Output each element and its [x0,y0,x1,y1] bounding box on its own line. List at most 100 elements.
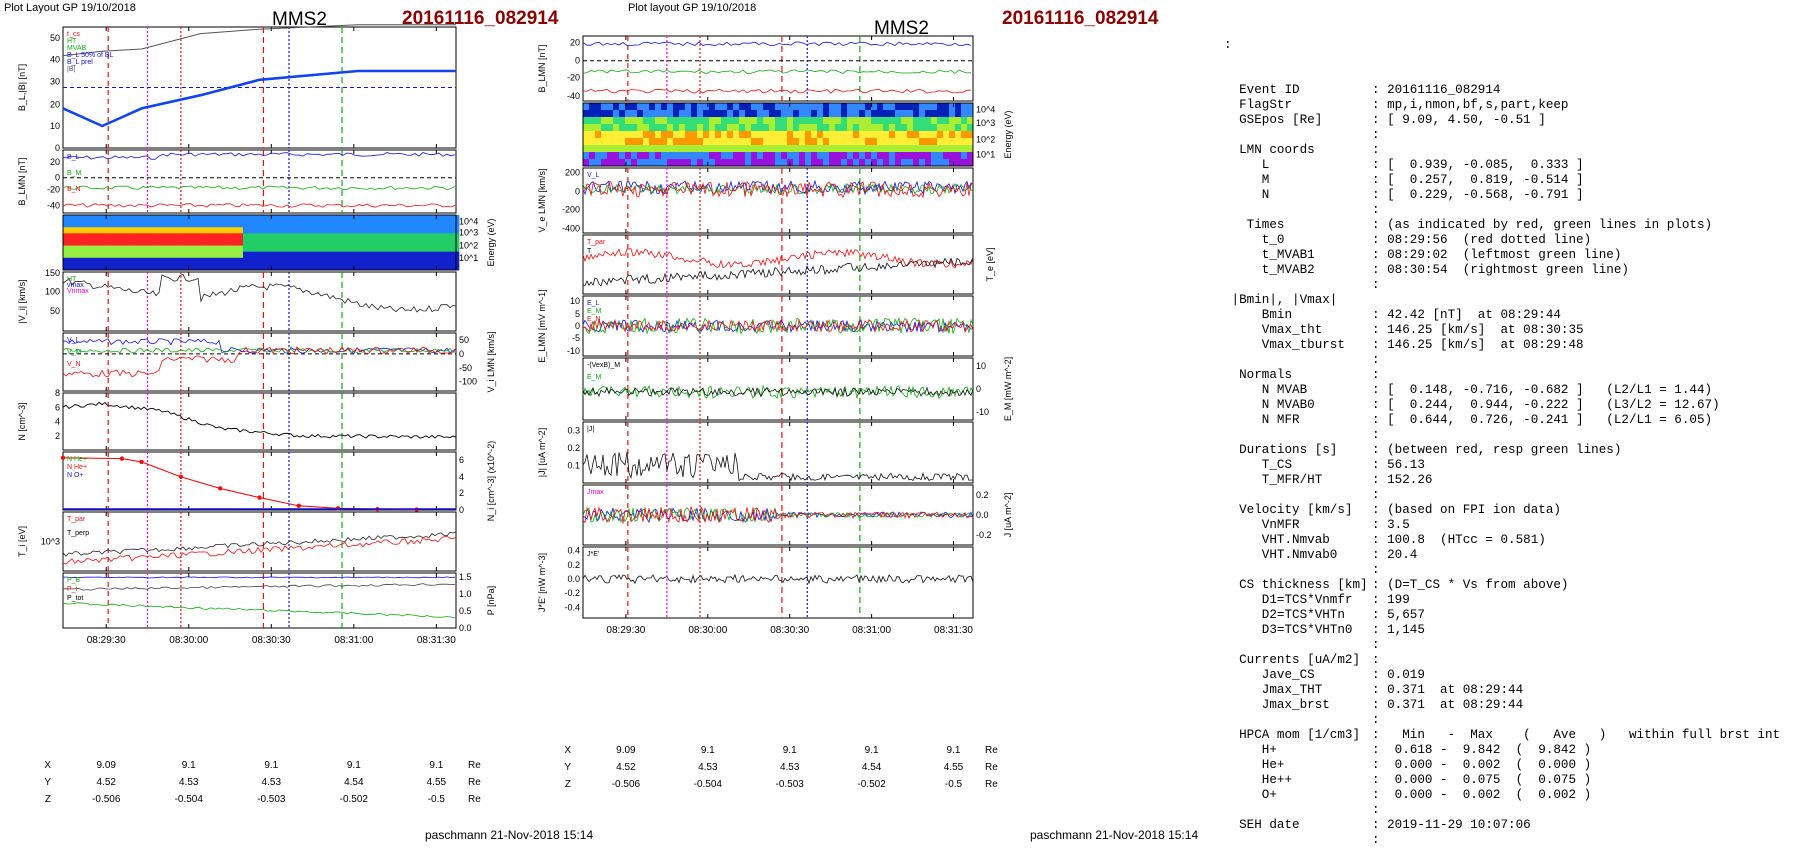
spectrogram-cell [309,227,316,234]
spectrogram-cell [835,145,842,153]
spectrogram-cell [739,138,746,146]
spectrogram-cell [949,124,956,132]
spectrogram-cell [769,138,776,146]
spectrogram-cell [381,227,388,234]
spectrogram-cell [859,110,866,118]
spectrogram-cell [823,124,830,132]
spectrogram-cell [895,159,902,167]
spectrogram-cell [333,257,340,265]
spectrogram-cell [883,131,890,139]
spectrogram-cell [835,152,842,160]
info-row: L: [ 0.939, -0.085, 0.333 ] [1224,158,1799,173]
spectrogram-cell [351,221,358,228]
spectrogram-cell [189,251,196,259]
spectrogram-cell [267,257,274,265]
spectrogram-cell [637,138,644,146]
coord-row-label: Z [45,794,51,805]
spectrogram-cell [853,138,860,146]
spectrogram-cell [631,152,638,160]
spectrogram-cell [213,215,220,222]
spectrogram-cell [261,257,268,265]
spectrogram-cell [961,110,968,118]
spectrogram-cell [673,103,680,111]
spectrogram-cell [679,103,686,111]
spectrogram-cell [105,251,112,259]
spectrogram-cell [775,138,782,146]
spectrogram-cell [255,221,262,228]
spectrogram-cell [613,124,620,132]
spectrogram-cell [423,227,430,234]
spectrogram-cell [895,103,902,111]
spectrogram-cell [435,221,442,228]
info-row: : [1224,428,1799,443]
spectrogram-cell [931,152,938,160]
spectrogram-cell [583,110,590,118]
spectrogram-cell [291,221,298,228]
spectrogram-cell [63,257,70,265]
spectrogram-cell [69,239,76,247]
spectrogram-cell [309,257,316,265]
spectrogram-cell [937,117,944,125]
info-key: T_CS [1224,458,1293,472]
spectrogram-cell [129,221,136,228]
spectrogram-cell [739,145,746,153]
spectrogram-cell [799,124,806,132]
spectrogram-cell [931,117,938,125]
info-value: : (based on FPI ion data) [1372,503,1561,517]
spectrogram-cell [99,233,106,240]
spectrogram-cell [417,257,424,265]
y-tick-label: 0.2 [976,490,989,500]
spectrogram-cell [177,239,184,247]
info-row: He++: 0.000 - 0.075 ( 0.075 ) [1224,773,1799,788]
spectrogram-cell [69,221,76,228]
coord-row-label: X [44,760,51,771]
spectrogram-cell [613,152,620,160]
spectrogram-cell [291,215,298,222]
spectrogram-cell [183,227,190,234]
spectrogram-cell [387,239,394,247]
spectrogram-cell [655,124,662,132]
info-value: : [ 9.09, 4.50, -0.51 ] [1372,113,1546,127]
spectrogram-cell [147,227,154,234]
spectrogram-cell [267,221,274,228]
spectrogram-cell [201,233,208,240]
info-row: Vmax_tburst: 146.25 [km/s] at 08:29:48 [1224,338,1799,353]
spectrogram-cell [387,245,394,253]
spectrogram-cell [159,251,166,259]
coord-value: -0.504 [694,779,723,790]
spectrogram-cell [123,245,130,253]
spectrogram-cell [943,117,950,125]
coord-value: 9.09 [96,760,116,771]
spectrogram-cell [661,124,668,132]
info-value: : [1372,368,1380,382]
spectrogram-cell [949,110,956,118]
spectrogram-cell [117,215,124,222]
spectrogram-cell [883,110,890,118]
info-key: Bmin [1224,308,1293,322]
info-lead: : [1224,38,1232,52]
spectrogram-cell [949,145,956,153]
spectrogram-cell [661,145,668,153]
info-value: : 0.000 - 0.075 ( 0.075 ) [1372,773,1592,787]
spectrogram-cell [447,239,454,247]
spectrogram-cell [387,263,394,271]
info-value: : [1372,203,1380,217]
spectrogram-cell [865,145,872,153]
spectrogram-cell [153,233,160,240]
ve-lmn-panel [582,167,974,234]
spectrogram-cell [865,103,872,111]
spectrogram-cell [309,239,316,247]
spectrogram-cell [141,245,148,253]
spectrogram-cell [919,159,926,167]
spectrogram-cell [865,131,872,139]
spectrogram-cell [369,251,376,259]
spectrogram-cell [195,221,202,228]
spectrogram-cell [583,145,590,153]
spectrogram-cell [297,227,304,234]
coord-value: 4.55 [427,777,447,788]
info-value: : 20161116_082914 [1372,83,1501,97]
spectrogram-cell [889,138,896,146]
spectrogram-cell [823,152,830,160]
coord-value: 9.1 [947,745,961,756]
spectrogram-cell [351,245,358,253]
